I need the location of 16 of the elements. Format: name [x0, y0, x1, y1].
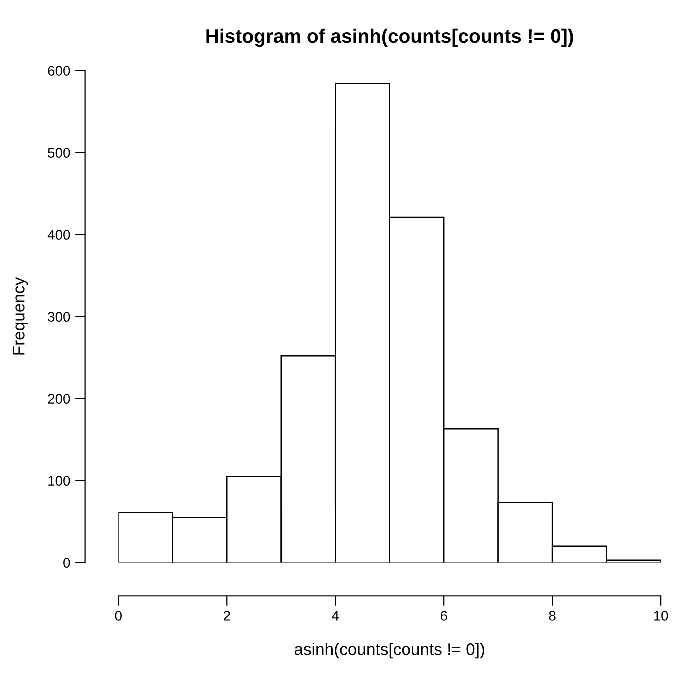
y-tick-label: 200: [48, 394, 70, 404]
y-tick-label: 500: [48, 148, 70, 158]
y-axis-title: Frequency: [13, 277, 28, 355]
y-tick-label: 100: [48, 476, 70, 486]
y-tick-label: 0: [64, 558, 70, 568]
x-axis-title: asinh(counts[counts != 0]): [294, 643, 484, 659]
x-tick-label: 0: [115, 611, 122, 621]
x-tick-label: 2: [224, 611, 230, 621]
x-tick-label: 10: [654, 611, 668, 621]
x-tick-label: 4: [332, 611, 340, 621]
chart-title: Histogram of asinh(counts[counts != 0]): [206, 28, 574, 48]
y-tick-label: 400: [48, 230, 70, 240]
y-tick-label: 300: [48, 312, 70, 322]
x-tick-label: 6: [440, 611, 448, 621]
y-tick-label: 600: [48, 66, 70, 76]
x-tick-label: 8: [549, 611, 556, 621]
